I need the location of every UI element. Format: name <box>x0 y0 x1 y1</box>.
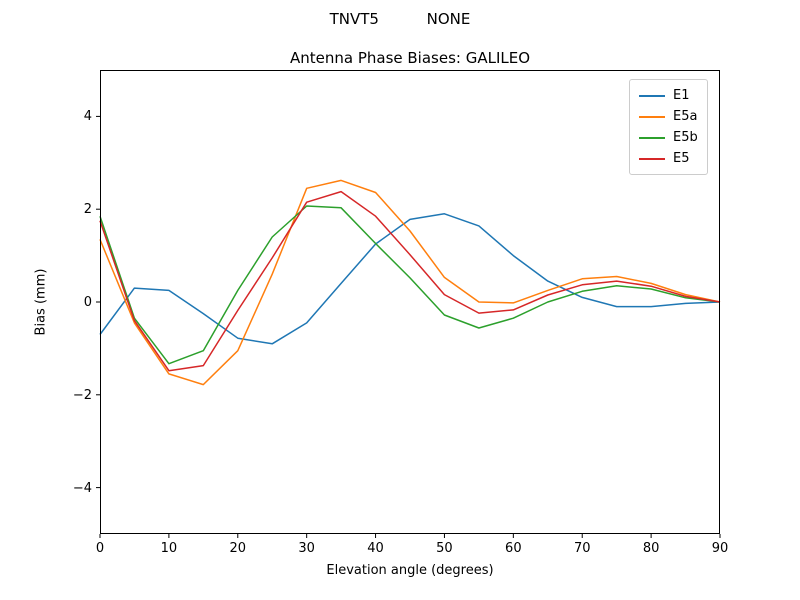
legend-label: E5a <box>673 109 698 124</box>
legend-label: E5b <box>673 130 698 145</box>
x-tick-label: 20 <box>229 541 247 556</box>
series-line-E5a <box>99 179 721 386</box>
legend-label: E5 <box>673 151 690 166</box>
legend-label: E1 <box>673 88 690 103</box>
axes-spines <box>100 70 720 534</box>
legend: E1 E5a E5b E5 <box>629 79 708 175</box>
y-tick-label: −4 <box>72 480 92 496</box>
y-tick-label: 2 <box>83 202 92 218</box>
series-line-E5b <box>99 205 721 365</box>
legend-item-E5: E5 <box>639 148 698 169</box>
legend-item-E5a: E5a <box>639 106 698 127</box>
series-line-E5 <box>99 190 721 372</box>
legend-line-sample <box>639 115 665 118</box>
legend-item-E1: E1 <box>639 85 698 106</box>
y-tick-label: 4 <box>83 109 92 125</box>
legend-item-E5b: E5b <box>639 127 698 148</box>
y-tick-label: 0 <box>83 295 92 310</box>
x-tick-label: 90 <box>711 541 729 556</box>
x-tick-label: 0 <box>95 541 105 556</box>
x-tick-label: 50 <box>436 541 453 556</box>
x-tick-label: 80 <box>642 541 660 556</box>
x-tick-label: 30 <box>298 541 315 556</box>
x-tick-label: 40 <box>367 541 384 556</box>
series-line-E1 <box>99 213 721 345</box>
x-axis-label: Elevation angle (degrees) <box>326 563 494 578</box>
y-axis-label: Bias (mm) <box>33 268 49 336</box>
y-tick-label: −2 <box>72 387 92 403</box>
legend-line-sample <box>639 157 665 160</box>
x-tick-label: 60 <box>505 541 522 556</box>
x-tick-label: 70 <box>573 541 591 556</box>
legend-line-sample <box>639 94 665 97</box>
legend-line-sample <box>639 136 665 139</box>
axes-title: Antenna Phase Biases: GALILEO <box>289 49 531 67</box>
figure-suptitle: TNVT5 NONE <box>329 10 471 28</box>
x-tick-label: 10 <box>160 541 178 556</box>
chart-canvas <box>96 70 721 538</box>
